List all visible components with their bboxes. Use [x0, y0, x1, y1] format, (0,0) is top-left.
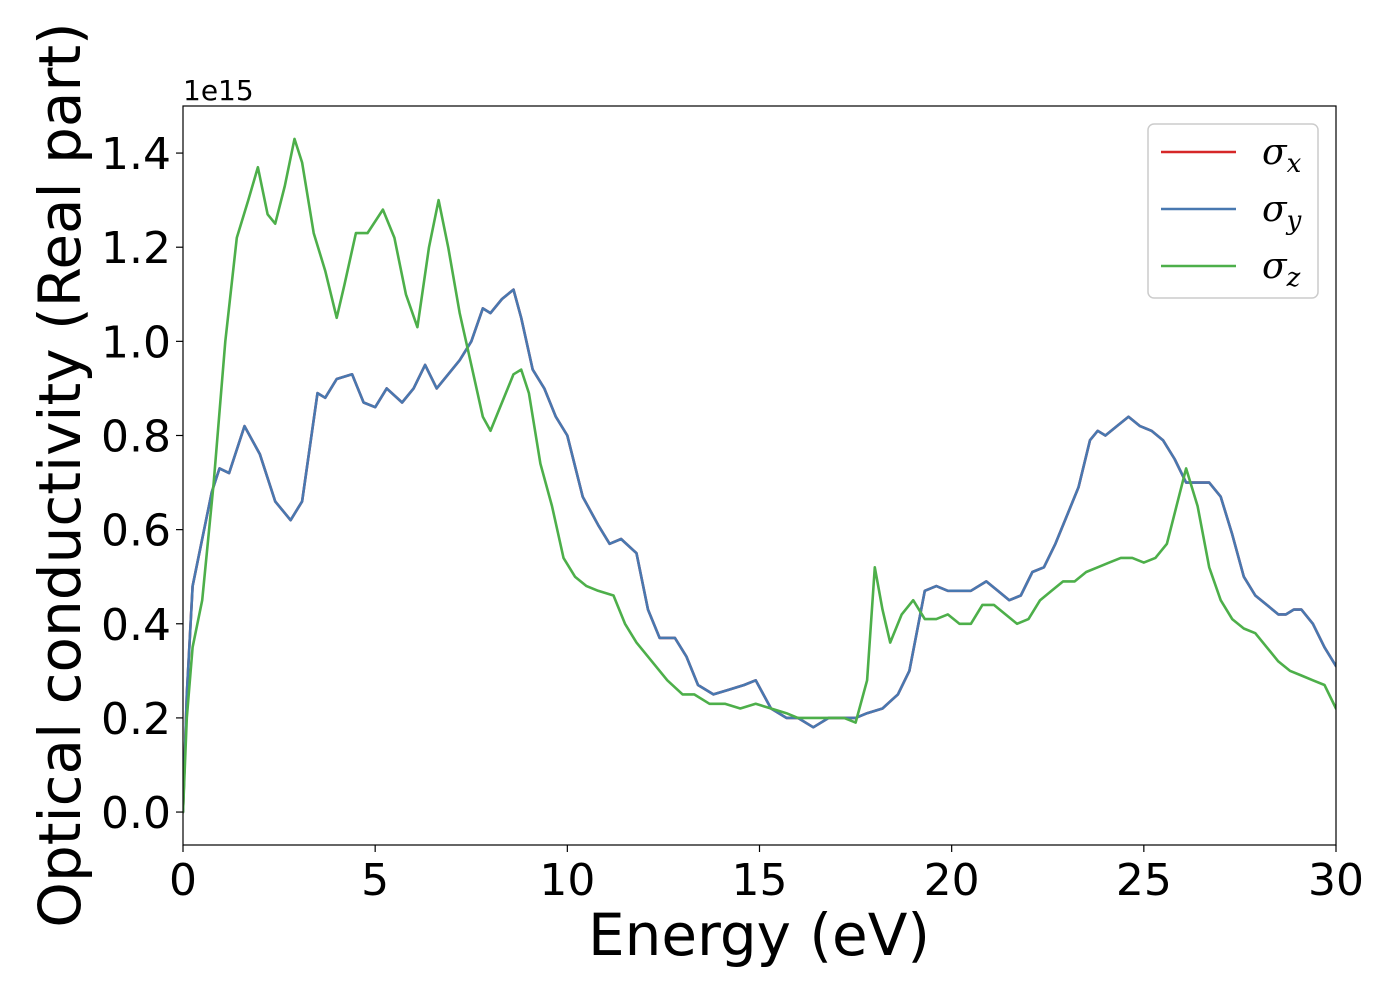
x-axis-ticks: 0 5 10 15 20 25 30 — [169, 845, 1364, 906]
series-lines — [183, 137, 1336, 814]
y-tick-label: 0.4 — [101, 600, 171, 651]
x-tick-label: 10 — [539, 855, 595, 906]
y-tick-label: 1.2 — [101, 223, 171, 274]
legend-label-x: σx — [1262, 132, 1302, 179]
legend-label-z: σz — [1262, 246, 1301, 293]
x-tick-label: 5 — [361, 855, 389, 906]
x-tick-label: 30 — [1308, 855, 1364, 906]
y-axis-label: Optical conductivity (Real part) — [26, 22, 94, 927]
x-tick-label: 0 — [169, 855, 197, 906]
y-tick-label: 0.8 — [101, 411, 171, 462]
y-tick-label: 0.0 — [101, 788, 171, 839]
x-axis-label: Energy (eV) — [588, 901, 930, 969]
y-tick-label: 1.4 — [101, 129, 171, 180]
x-tick-label: 25 — [1116, 855, 1172, 906]
x-tick-label: 15 — [732, 855, 788, 906]
y-offset-label: 1e15 — [183, 74, 254, 107]
y-axis-ticks: 0.0 0.2 0.4 0.6 0.8 1.0 1.2 1.4 — [101, 129, 183, 839]
series-line-z — [183, 137, 1336, 814]
y-tick-label: 0.6 — [101, 506, 171, 557]
series-line-y — [183, 288, 1336, 814]
y-tick-label: 0.2 — [101, 694, 171, 745]
legend: σx σy σz — [1147, 123, 1319, 299]
x-tick-label: 20 — [924, 855, 980, 906]
legend-box — [1147, 123, 1319, 299]
legend-label-y: σy — [1262, 189, 1302, 236]
y-tick-label: 1.0 — [101, 317, 171, 368]
